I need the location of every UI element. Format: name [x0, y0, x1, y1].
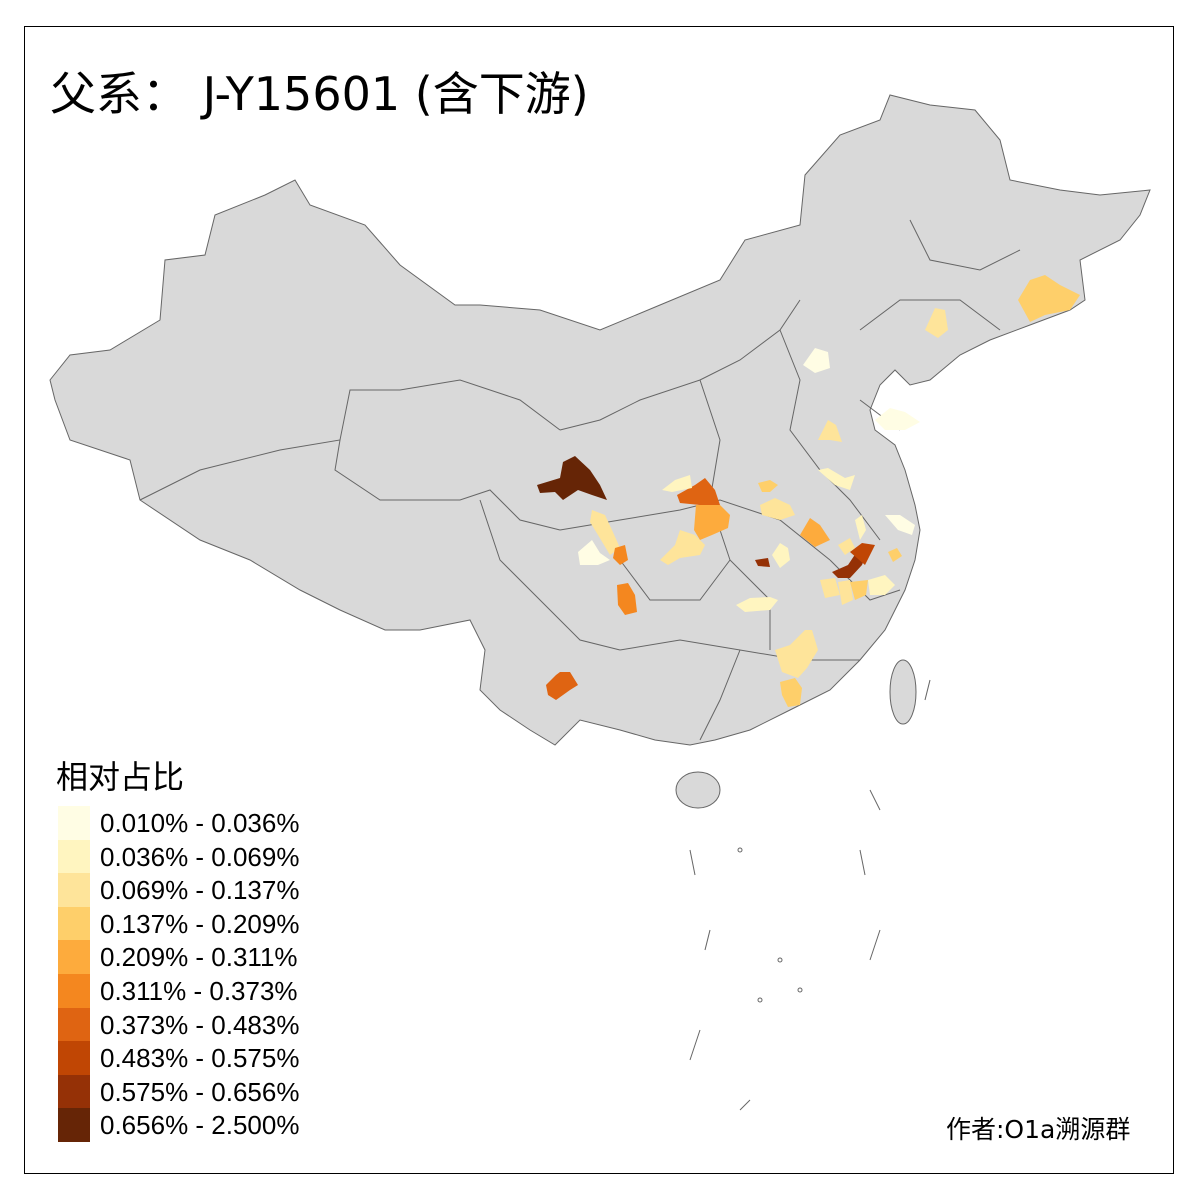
legend-swatch [58, 1007, 90, 1042]
region-anhui-west [800, 518, 830, 547]
region-jiangsu-b [855, 515, 866, 540]
region-henan-north [758, 480, 778, 492]
legend-item: 0.010% - 0.036% [58, 806, 358, 840]
region-jiangxi-b [838, 580, 853, 605]
legend-label: 0.137% - 0.209% [100, 908, 300, 939]
region-anhui-red [850, 543, 875, 565]
region-zhejiang-b [868, 575, 895, 595]
hainan-island [675, 771, 721, 809]
region-hubei-light [772, 543, 790, 568]
region-henan [760, 498, 795, 520]
legend-label: 0.010% - 0.036% [100, 808, 300, 838]
legend-label: 0.483% - 0.575% [100, 1043, 300, 1074]
author-credit: 作者:O1a溯源群 [946, 1115, 1131, 1144]
taiwan-island [889, 659, 917, 725]
legend-item: 0.483% - 0.575% [58, 1041, 358, 1075]
legend-label: 0.311% - 0.373% [100, 976, 298, 1006]
region-guizhou [617, 583, 637, 615]
legend-label: 0.575% - 0.656% [100, 1076, 300, 1107]
region-jiangsu [885, 515, 915, 535]
legend-swatch [58, 906, 90, 941]
region-jiangxi-south [775, 630, 818, 678]
legend-swatch [58, 1074, 90, 1109]
highlighted-regions [537, 275, 1080, 707]
legend-label: 0.036% - 0.069% [100, 841, 300, 872]
legend-swatch [58, 1041, 90, 1075]
region-sichuan-west [578, 540, 610, 565]
region-hebei [818, 420, 842, 442]
legend-swatch [58, 873, 90, 907]
legend-item: 0.373% - 0.483% [58, 1007, 358, 1042]
map-frame [24, 26, 1174, 1174]
region-hubei-dark [755, 558, 770, 567]
legend-title: 相对占比 [56, 758, 185, 796]
region-shanghai [888, 548, 902, 562]
legend-item: 0.209% - 0.311% [58, 940, 358, 974]
region-shaanxi-north [677, 478, 720, 505]
legend-swatch [58, 806, 90, 840]
region-shandong [818, 468, 855, 490]
legend-swatch [58, 1108, 90, 1142]
region-guangdong [780, 678, 802, 707]
legend-item: 0.311% - 0.373% [58, 974, 358, 1008]
region-jiangxi-north [820, 578, 840, 598]
south-china-sea-islands [689, 679, 931, 1111]
region-qinghai-gansu [537, 456, 607, 500]
legend-swatch [58, 839, 90, 874]
legend-label: 0.656% - 2.500% [100, 1110, 300, 1141]
region-shaanxi-central [694, 505, 730, 540]
region-shandong-east [875, 408, 920, 430]
region-sichuan-north [590, 510, 620, 555]
legend-item: 0.036% - 0.069% [58, 839, 358, 874]
legend-item: 0.575% - 0.656% [58, 1074, 358, 1109]
region-hunan [736, 597, 778, 612]
region-yunnan [546, 672, 578, 700]
region-gansu-south [662, 475, 692, 492]
region-zhejiang-a [850, 580, 868, 600]
legend-swatch [58, 940, 90, 974]
region-liaoning [925, 308, 948, 338]
legend-item: 0.069% - 0.137% [58, 873, 358, 907]
legend-item: 0.656% - 2.500% [58, 1108, 358, 1142]
legend-item: 0.137% - 0.209% [58, 906, 358, 941]
legend-label: 0.373% - 0.483% [100, 1009, 300, 1040]
region-sichuan-orange [613, 545, 628, 565]
region-anhui-light [838, 538, 855, 555]
region-beijing [803, 348, 830, 373]
region-chongqing [660, 530, 705, 565]
legend-label: 0.209% - 0.311% [100, 942, 298, 973]
map-title: 父系： J-Y15601 (含下游) [50, 67, 589, 121]
legend-swatch [58, 974, 90, 1008]
legend-label: 0.069% - 0.137% [100, 875, 300, 906]
region-jilin [1018, 275, 1080, 322]
